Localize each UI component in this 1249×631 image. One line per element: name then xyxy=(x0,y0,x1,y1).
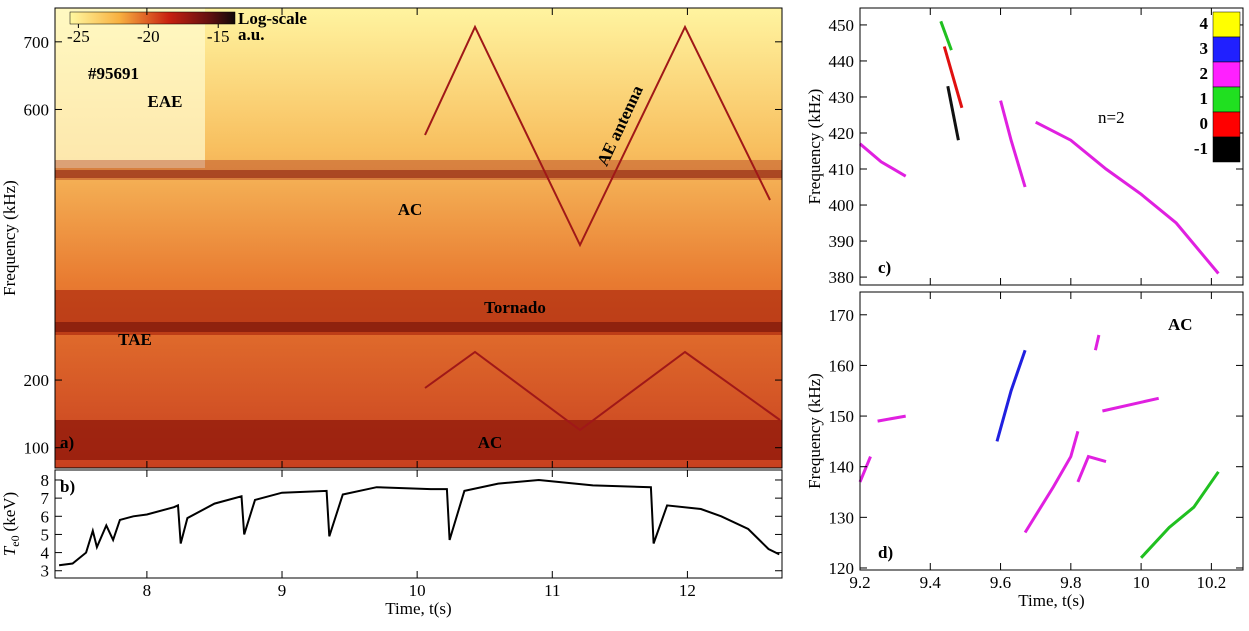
y-tick-label: 420 xyxy=(829,124,855,143)
x-tick-label: 10 xyxy=(1133,573,1150,592)
y-tick-label: 390 xyxy=(829,232,855,251)
panel-label: a) xyxy=(60,433,74,452)
colorbar-swatch xyxy=(1212,136,1241,163)
plot-frame xyxy=(859,291,1244,571)
y-tick-label: 3 xyxy=(41,562,50,581)
spectrogram-band xyxy=(55,322,782,332)
y-axis-label-part: T xyxy=(0,545,19,556)
y-tick-label: 130 xyxy=(829,508,855,527)
y-tick-label: 170 xyxy=(829,306,855,325)
colorbar-swatch xyxy=(1212,11,1241,38)
y-tick-label: 700 xyxy=(24,33,50,52)
y-tick-label: 200 xyxy=(24,371,50,390)
y-tick-label: 4 xyxy=(41,544,50,563)
annotation: AC xyxy=(1168,315,1193,334)
y-tick-label: 430 xyxy=(829,88,855,107)
y-axis-label: Te0 (keV) xyxy=(0,492,22,556)
y-tick-label: 120 xyxy=(829,559,855,578)
y-tick-label: 410 xyxy=(829,160,855,179)
colorbar-tick-label: 3 xyxy=(1200,39,1209,58)
panel-label: c) xyxy=(878,258,891,277)
antenna-sweep xyxy=(424,24,781,432)
annotation: TAE xyxy=(118,330,152,349)
y-axis-label: Frequency (kHz) xyxy=(805,89,824,205)
data-line xyxy=(858,334,1160,534)
y-tick-label: 600 xyxy=(24,100,50,119)
y-tick-label: 160 xyxy=(829,356,855,375)
y-axis-label: Frequency (kHz) xyxy=(805,373,824,489)
x-tick-label: 9.4 xyxy=(920,573,942,592)
spectrogram-band xyxy=(55,8,205,168)
y-tick-label: 450 xyxy=(829,16,855,35)
spectrogram-band xyxy=(55,420,782,460)
data-line xyxy=(939,20,953,51)
colorbar-tick-label: -1 xyxy=(1194,139,1208,158)
x-tick-label: 8 xyxy=(143,581,152,600)
data-line xyxy=(859,100,1220,275)
colorbar-tick-label: -25 xyxy=(67,27,90,46)
y-tick-label: 440 xyxy=(829,52,855,71)
data-line xyxy=(995,349,1027,442)
data-line xyxy=(942,46,964,109)
colorbar xyxy=(69,11,236,25)
x-tick-label: 12 xyxy=(679,581,696,600)
x-tick-label: 9.6 xyxy=(990,573,1011,592)
x-tick-label: 11 xyxy=(544,581,560,600)
colorbar-swatch xyxy=(1212,111,1241,138)
data-line xyxy=(58,478,780,567)
y-tick-label: 6 xyxy=(41,507,50,526)
annotation: AC xyxy=(398,200,423,219)
colorbar-tick-label: -20 xyxy=(137,27,160,46)
y-tick-label: 400 xyxy=(829,196,855,215)
colorbar-tick-label: -15 xyxy=(207,27,230,46)
x-tick-label: 10.2 xyxy=(1197,573,1227,592)
y-tick-label: 380 xyxy=(829,268,855,287)
panel-label: b) xyxy=(60,477,75,496)
annotation: AC xyxy=(478,433,503,452)
x-tick-label: 10 xyxy=(409,581,426,600)
annotation: EAE xyxy=(148,92,183,111)
plot-frame xyxy=(54,7,783,469)
annotation: Tornado xyxy=(484,298,546,317)
x-axis-label: Time, t(s) xyxy=(1018,591,1084,610)
data-line xyxy=(1140,470,1220,559)
colorbar-swatch xyxy=(1212,86,1241,113)
annotation: n=2 xyxy=(1098,108,1125,127)
y-axis-label-part: (keV) xyxy=(0,492,19,532)
y-tick-label: 150 xyxy=(829,407,855,426)
panel-label: d) xyxy=(878,543,893,562)
colorbar-swatch xyxy=(1212,36,1241,63)
spectrogram-band xyxy=(55,170,782,178)
colorbar-tick-label: 1 xyxy=(1200,89,1209,108)
x-tick-label: 9.8 xyxy=(1060,573,1081,592)
x-tick-label: 9.2 xyxy=(849,573,870,592)
colorbar-label: Log-scale xyxy=(238,9,307,28)
colorbar-tick-label: 2 xyxy=(1200,64,1209,83)
y-tick-label: 100 xyxy=(24,439,50,458)
data-line xyxy=(946,85,960,141)
plot-frame xyxy=(859,7,1244,286)
y-axis-label: Frequency (kHz) xyxy=(0,180,19,296)
x-tick-label: 9 xyxy=(278,581,287,600)
colorbar-tick-label: 4 xyxy=(1200,14,1209,33)
y-tick-label: 140 xyxy=(829,458,855,477)
colorbar-label: a.u. xyxy=(238,25,264,44)
colorbar-swatch xyxy=(1212,61,1241,88)
y-tick-label: 7 xyxy=(41,489,50,508)
plot-frame xyxy=(54,469,783,579)
y-tick-label: 5 xyxy=(41,525,50,544)
y-axis-label-part: e0 xyxy=(8,535,22,546)
y-tick-label: 8 xyxy=(41,471,50,490)
x-axis-label: Time, t(s) xyxy=(385,599,451,618)
shot-number: #95691 xyxy=(88,64,139,83)
colorbar-tick-label: 0 xyxy=(1200,114,1209,133)
